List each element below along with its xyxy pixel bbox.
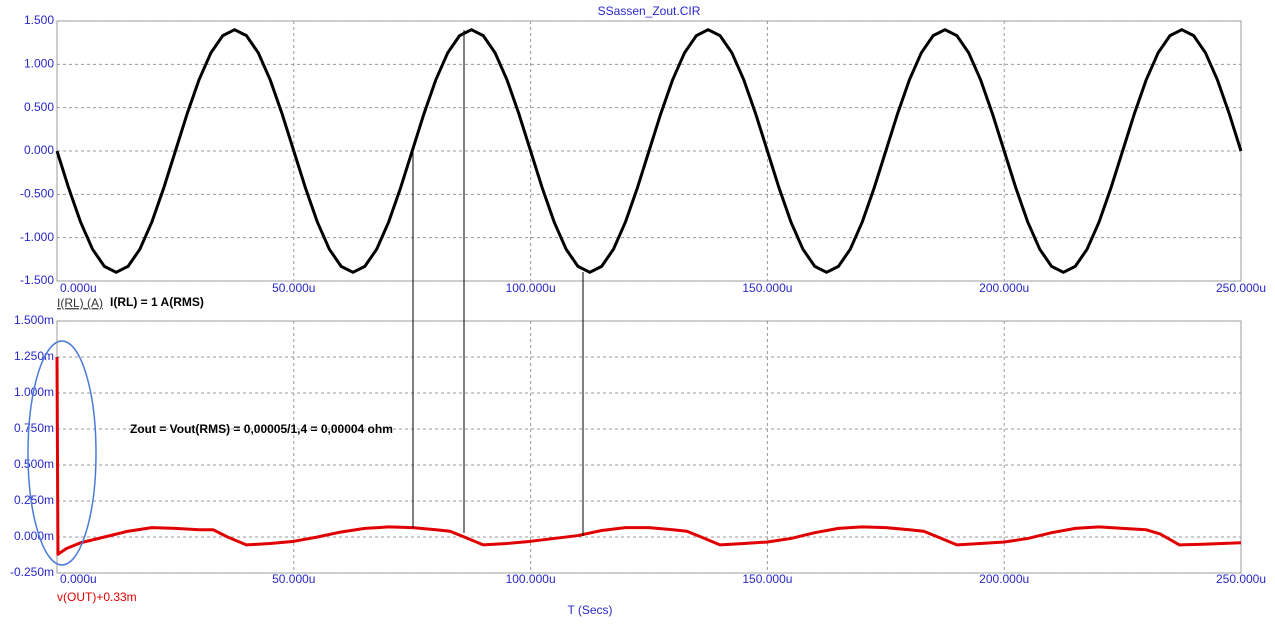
x-tick-label: 150.000u — [742, 572, 792, 586]
annotation: I(RL) = 1 A(RMS) — [110, 295, 204, 309]
plots: 1.500 1.000 0.500 0.000 -0.500 -1.000 -1.500 0.… — [10, 4, 1266, 617]
series-label: v(OUT)+0.33m — [57, 590, 137, 604]
y-tick-label: 0.000m — [14, 529, 54, 543]
y-tick-label: 0.750m — [14, 421, 54, 435]
y-tick-label: 1.500m — [14, 313, 54, 327]
x-tick-label: 50.000u — [272, 572, 315, 586]
y-tick-label: 0.500 — [24, 100, 54, 114]
y-tick-label: 0.500m — [14, 457, 54, 471]
x-axis-title: T (Secs) — [567, 603, 612, 617]
series-line — [55, 28, 1243, 274]
y-tick-label: 0.250m — [14, 493, 54, 507]
x-tick-label: 200.000u — [979, 281, 1029, 295]
series-line — [55, 356, 1242, 556]
x-tick-label: 250.000u — [1216, 281, 1266, 295]
y-tick-label: -1.500 — [20, 273, 54, 287]
y-tick-label: 1.500 — [24, 13, 54, 27]
x-tick-label: 200.000u — [979, 572, 1029, 586]
x-tick-label: 250.000u — [1216, 572, 1266, 586]
x-tick-label: 150.000u — [742, 281, 792, 295]
y-tick-label: -0.500 — [20, 187, 54, 201]
series-label: I(RL) (A) — [57, 296, 103, 310]
x-tick-label: 100.000u — [506, 572, 556, 586]
y-tick-label: -1.000 — [20, 230, 54, 244]
x-tick-label: 50.000u — [272, 281, 315, 295]
x-tick-label: 0.000u — [60, 281, 97, 295]
highlight-ellipse — [27, 340, 97, 566]
chart-title: SSassen_Zout.CIR — [598, 4, 701, 18]
x-tick-label: 100.000u — [506, 281, 556, 295]
y-tick-label: 1.000 — [24, 57, 54, 71]
annotation: Zout = Vout(RMS) = 0,00005/1,4 = 0,00004… — [130, 422, 393, 436]
y-tick-label: -0.250m — [10, 565, 54, 579]
x-tick-label: 0.000u — [60, 572, 97, 586]
y-tick-label: 0.000 — [24, 143, 54, 157]
